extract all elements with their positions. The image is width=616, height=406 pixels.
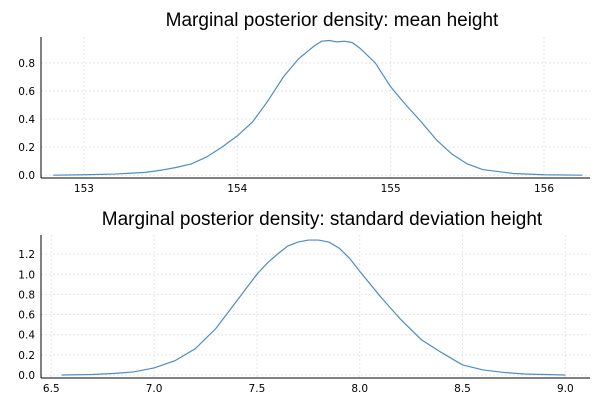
chart-title: Marginal posterior density: standard dev… [102, 209, 543, 230]
y-tick-label: 0.8 [18, 289, 35, 301]
x-tick-label: 8.5 [454, 383, 471, 395]
density-line [53, 39, 583, 176]
y-tick-label: 1.2 [18, 249, 35, 261]
x-tick-label: 6.5 [43, 383, 60, 395]
x-tick-label: 8.0 [351, 383, 368, 395]
panel-sd-height: Marginal posterior density: standard dev… [18, 209, 590, 395]
y-tick-label: 0.4 [18, 330, 35, 342]
y-tick-label: 0.6 [18, 86, 35, 98]
chart-title: Marginal posterior density: mean height [166, 10, 499, 31]
x-tick-label: 156 [534, 183, 554, 195]
density-line [61, 239, 566, 376]
x-tick-label: 9.0 [557, 383, 574, 395]
x-tick-label: 7.5 [249, 383, 266, 395]
x-tick-label: 155 [381, 183, 401, 195]
plot-area: 153 154 155 156 0.0 0.2 0.4 0.6 0.8 [18, 37, 590, 195]
y-tick-label: 0.2 [18, 142, 35, 154]
plot-area: 6.5 7.0 7.5 8.0 8.5 9.0 0.0 0.2 0.4 0.6 0.8 1.0 1.2 [18, 235, 590, 395]
x-tick-label: 153 [74, 183, 94, 195]
y-tick-label: 0.8 [18, 58, 35, 70]
y-tick-label: 0.0 [18, 170, 35, 182]
y-tick-label: 0.2 [18, 350, 35, 362]
y-tick-label: 0.0 [18, 370, 35, 382]
y-tick-label: 0.4 [18, 114, 35, 126]
panel-mean-height: Marginal posterior density: mean height … [18, 10, 590, 195]
x-tick-label: 7.0 [146, 383, 163, 395]
y-tick-label: 1.0 [18, 269, 35, 281]
y-tick-label: 0.6 [18, 310, 35, 322]
x-tick-label: 154 [227, 183, 247, 195]
